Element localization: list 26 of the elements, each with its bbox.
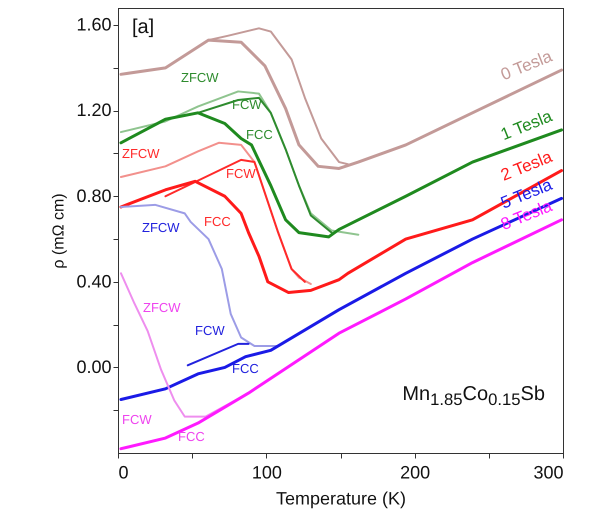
x-tick-label: 0 xyxy=(118,462,129,482)
text: 0 Tesla xyxy=(498,46,556,84)
annotation: FCC xyxy=(232,361,259,376)
annotation: Mn$_{1.85}$Co$_{0.15}$Sb xyxy=(402,383,545,410)
y-tick-label: 1.60 xyxy=(76,14,112,35)
y-axis-title: ρ (mΩ cm) xyxy=(50,193,68,269)
y-tick-label: 0.40 xyxy=(76,271,112,292)
annotation: FCW xyxy=(122,412,152,427)
annotation: FCC xyxy=(204,214,231,229)
annotation: FCC xyxy=(246,127,273,142)
annotation: FCW xyxy=(195,323,225,338)
x-axis-title: Temperature (K) xyxy=(276,488,406,508)
annotation: [a] xyxy=(132,16,154,39)
annotation: ZFCW xyxy=(143,300,181,315)
annotation: FCC xyxy=(178,429,205,444)
annotation: FCW xyxy=(226,166,256,181)
annotation: ZFCW xyxy=(181,70,219,85)
x-tick-label: 300 xyxy=(533,462,564,482)
text: 1 Tesla xyxy=(498,106,556,144)
y-tick-label: 1.20 xyxy=(76,100,112,120)
y-tick-label: 0.00 xyxy=(76,356,112,377)
annotation: ZFCW xyxy=(142,220,180,235)
annotation: ZFCW xyxy=(122,146,160,161)
y-tick-label: 0.80 xyxy=(76,186,112,206)
x-tick-label: 200 xyxy=(400,462,430,482)
x-tick-label: 100 xyxy=(252,462,282,482)
